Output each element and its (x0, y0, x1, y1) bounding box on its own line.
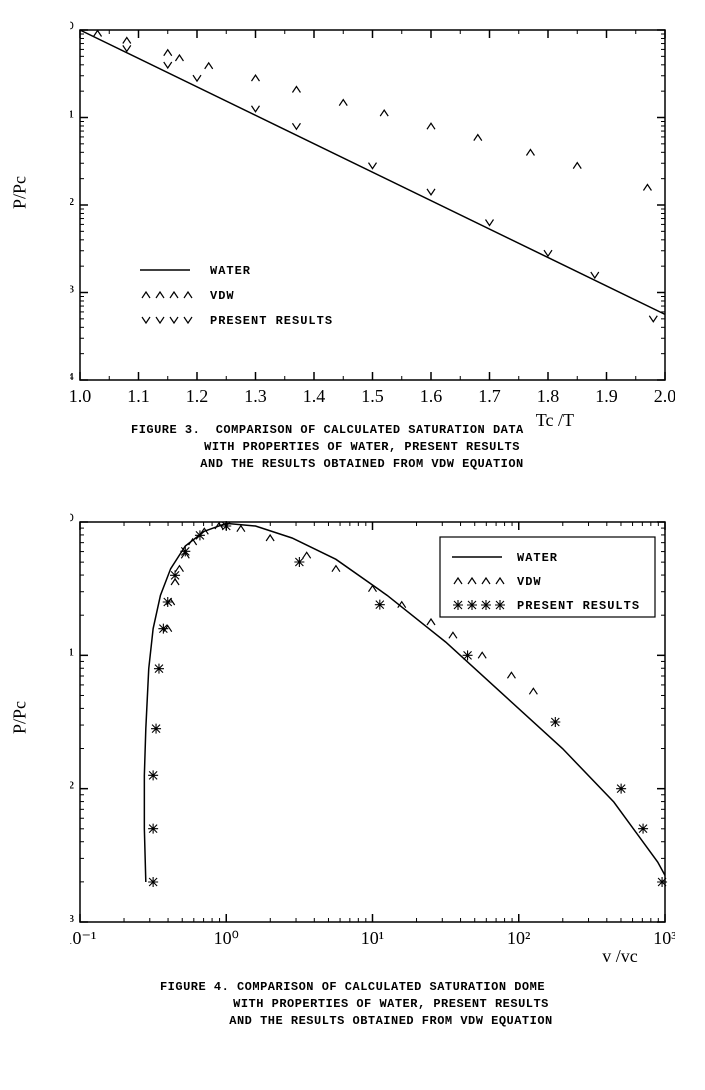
svg-text:1.5: 1.5 (361, 386, 384, 406)
svg-text:10²: 10² (507, 928, 530, 948)
svg-text:PRESENT RESULTS: PRESENT RESULTS (517, 599, 640, 613)
svg-text:10⁰: 10⁰ (70, 20, 74, 39)
svg-text:1.9: 1.9 (595, 386, 618, 406)
svg-text:WATER: WATER (210, 264, 251, 278)
figure-3-caption: FIGURE 3. COMPARISON OF CALCULATED SATUR… (131, 422, 524, 472)
figure-4-plot: P/Pc 10⁰10¹10²10³10⁻¹10⁰10¹10²10³v /vcWA… (70, 512, 695, 967)
svg-text:1.1: 1.1 (127, 386, 150, 406)
svg-text:10⁰: 10⁰ (214, 928, 239, 948)
fig4-y-label: P/Pc (10, 701, 31, 734)
svg-text:PRESENT RESULTS: PRESENT RESULTS (210, 314, 333, 328)
figure-3-svg: 10⁰10¹10²10³10⁴1.01.11.21.31.41.51.61.71… (70, 20, 675, 410)
svg-text:1.8: 1.8 (537, 386, 560, 406)
svg-text:10³: 10³ (70, 282, 75, 302)
svg-text:10⁰: 10⁰ (70, 512, 74, 531)
figure-3-block: P/Pc 10⁰10¹10²10³10⁴1.01.11.21.31.41.51.… (10, 20, 695, 472)
svg-text:WATER: WATER (517, 551, 558, 565)
figure-4-svg: 10⁰10¹10²10³10⁻¹10⁰10¹10²10³v /vcWATERVD… (70, 512, 675, 967)
svg-text:1.6: 1.6 (420, 386, 443, 406)
svg-text:v /vc: v /vc (602, 946, 638, 966)
fig3-y-label: P/Pc (10, 176, 31, 209)
svg-text:10¹: 10¹ (70, 107, 74, 127)
svg-text:1.0: 1.0 (70, 386, 91, 406)
svg-text:1.2: 1.2 (186, 386, 209, 406)
svg-text:10¹: 10¹ (70, 645, 74, 665)
fig3-x-side-label: Tc /T (536, 410, 574, 431)
svg-text:10²: 10² (70, 778, 74, 798)
svg-text:2.0: 2.0 (654, 386, 675, 406)
figure-3-plot: P/Pc 10⁰10¹10²10³10⁴1.01.11.21.31.41.51.… (70, 20, 695, 410)
svg-text:10³: 10³ (653, 928, 675, 948)
svg-text:10²: 10² (70, 194, 74, 214)
svg-text:10¹: 10¹ (361, 928, 384, 948)
svg-text:1.7: 1.7 (478, 386, 501, 406)
figure-4-block: P/Pc 10⁰10¹10²10³10⁻¹10⁰10¹10²10³v /vcWA… (10, 512, 695, 1029)
svg-text:1.3: 1.3 (244, 386, 267, 406)
svg-text:VDW: VDW (210, 289, 235, 303)
figure-4-caption: FIGURE 4. COMPARISON OF CALCULATED SATUR… (10, 979, 695, 1029)
svg-text:10⁻¹: 10⁻¹ (70, 928, 96, 948)
svg-text:VDW: VDW (517, 575, 542, 589)
svg-text:1.4: 1.4 (303, 386, 326, 406)
